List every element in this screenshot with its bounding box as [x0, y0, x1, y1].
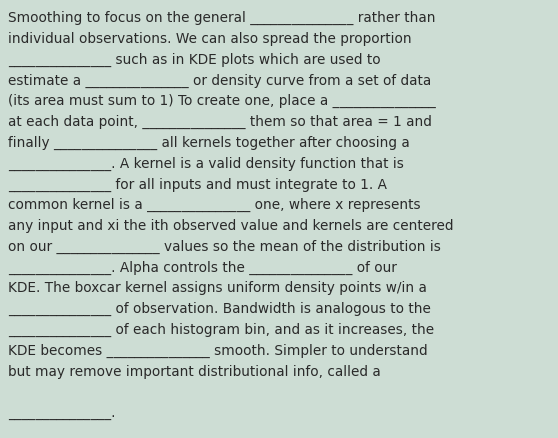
- Text: Smoothing to focus on the general _______________ rather than: Smoothing to focus on the general ______…: [8, 11, 435, 25]
- Text: but may remove important distributional info, called a: but may remove important distributional …: [8, 364, 381, 378]
- Text: _______________. Alpha controls the _______________ of our: _______________. Alpha controls the ____…: [8, 260, 397, 274]
- Text: estimate a _______________ or density curve from a set of data: estimate a _______________ or density cu…: [8, 73, 431, 87]
- Text: _______________ of each histogram bin, and as it increases, the: _______________ of each histogram bin, a…: [8, 322, 434, 336]
- Text: any input and xi the ith observed value and kernels are centered: any input and xi the ith observed value …: [8, 219, 454, 233]
- Text: on our _______________ values so the mean of the distribution is: on our _______________ values so the mea…: [8, 239, 441, 253]
- Text: _______________.: _______________.: [8, 405, 116, 419]
- Text: _______________. A kernel is a valid density function that is: _______________. A kernel is a valid den…: [8, 156, 404, 170]
- Text: individual observations. We can also spread the proportion: individual observations. We can also spr…: [8, 32, 412, 46]
- Text: _______________ such as in KDE plots which are used to: _______________ such as in KDE plots whi…: [8, 53, 381, 67]
- Text: common kernel is a _______________ one, where x represents: common kernel is a _______________ one, …: [8, 198, 421, 212]
- Text: finally _______________ all kernels together after choosing a: finally _______________ all kernels toge…: [8, 135, 410, 150]
- Text: KDE becomes _______________ smooth. Simpler to understand: KDE becomes _______________ smooth. Simp…: [8, 343, 427, 357]
- Text: _______________ for all inputs and must integrate to 1. A: _______________ for all inputs and must …: [8, 177, 387, 191]
- Text: KDE. The boxcar kernel assigns uniform density points w/in a: KDE. The boxcar kernel assigns uniform d…: [8, 281, 427, 295]
- Text: (its area must sum to 1) To create one, place a _______________: (its area must sum to 1) To create one, …: [8, 94, 436, 108]
- Text: _______________ of observation. Bandwidth is analogous to the: _______________ of observation. Bandwidt…: [8, 301, 431, 316]
- Text: at each data point, _______________ them so that area = 1 and: at each data point, _______________ them…: [8, 115, 432, 129]
